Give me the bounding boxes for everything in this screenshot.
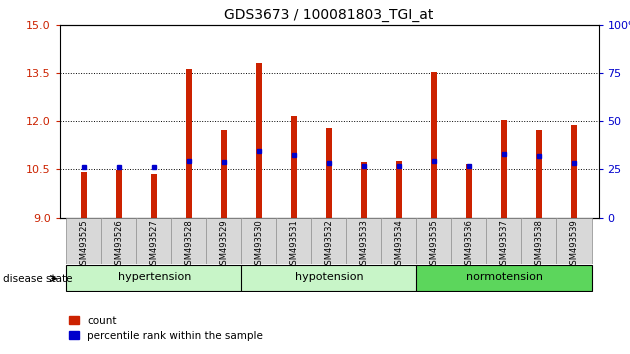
Bar (416, 265, 592, 291)
Bar (571, 125, 577, 218)
Bar (241, 265, 417, 291)
Text: GSM493526: GSM493526 (115, 219, 124, 270)
Bar (101, 218, 137, 264)
Text: GSM493535: GSM493535 (430, 219, 438, 270)
Text: GSM493539: GSM493539 (570, 219, 578, 270)
Bar (381, 218, 417, 264)
Bar (431, 72, 437, 218)
Bar (171, 218, 207, 264)
Bar (256, 63, 262, 218)
Bar (346, 218, 382, 264)
Legend: count, percentile rank within the sample: count, percentile rank within the sample (65, 312, 267, 345)
Bar (81, 172, 88, 218)
Bar (241, 218, 277, 264)
Text: GSM493538: GSM493538 (534, 219, 544, 270)
Text: GSM493525: GSM493525 (80, 219, 89, 270)
Bar (451, 218, 487, 264)
Text: GSM493533: GSM493533 (360, 219, 369, 270)
Bar (326, 128, 332, 218)
Bar (116, 170, 122, 218)
Text: GSM493536: GSM493536 (464, 219, 474, 270)
Title: GDS3673 / 100081803_TGI_at: GDS3673 / 100081803_TGI_at (224, 8, 434, 22)
Bar (416, 218, 452, 264)
Bar (466, 164, 472, 218)
Text: GSM493528: GSM493528 (185, 219, 194, 270)
Text: normotension: normotension (466, 272, 542, 282)
Bar (556, 218, 592, 264)
Bar (276, 218, 312, 264)
Bar (396, 161, 403, 218)
Bar (361, 162, 367, 218)
Text: disease state: disease state (3, 274, 72, 284)
Bar (521, 218, 557, 264)
Bar (221, 130, 227, 218)
Text: GSM493532: GSM493532 (324, 219, 334, 270)
Bar (486, 218, 522, 264)
Bar (311, 218, 347, 264)
Bar (291, 116, 297, 218)
Bar (536, 130, 542, 218)
Text: hypotension: hypotension (295, 272, 364, 282)
Text: GSM493531: GSM493531 (290, 219, 299, 270)
Text: GSM493530: GSM493530 (255, 219, 264, 270)
Text: GSM493529: GSM493529 (220, 219, 229, 270)
Bar (136, 218, 172, 264)
Bar (186, 69, 192, 218)
Text: GSM493537: GSM493537 (500, 219, 508, 270)
Bar (206, 218, 242, 264)
Bar (66, 265, 242, 291)
Bar (501, 120, 507, 218)
Text: GSM493534: GSM493534 (394, 219, 404, 270)
Bar (151, 174, 158, 218)
Text: GSM493527: GSM493527 (150, 219, 159, 270)
Bar (66, 218, 102, 264)
Text: hypertension: hypertension (118, 272, 191, 282)
